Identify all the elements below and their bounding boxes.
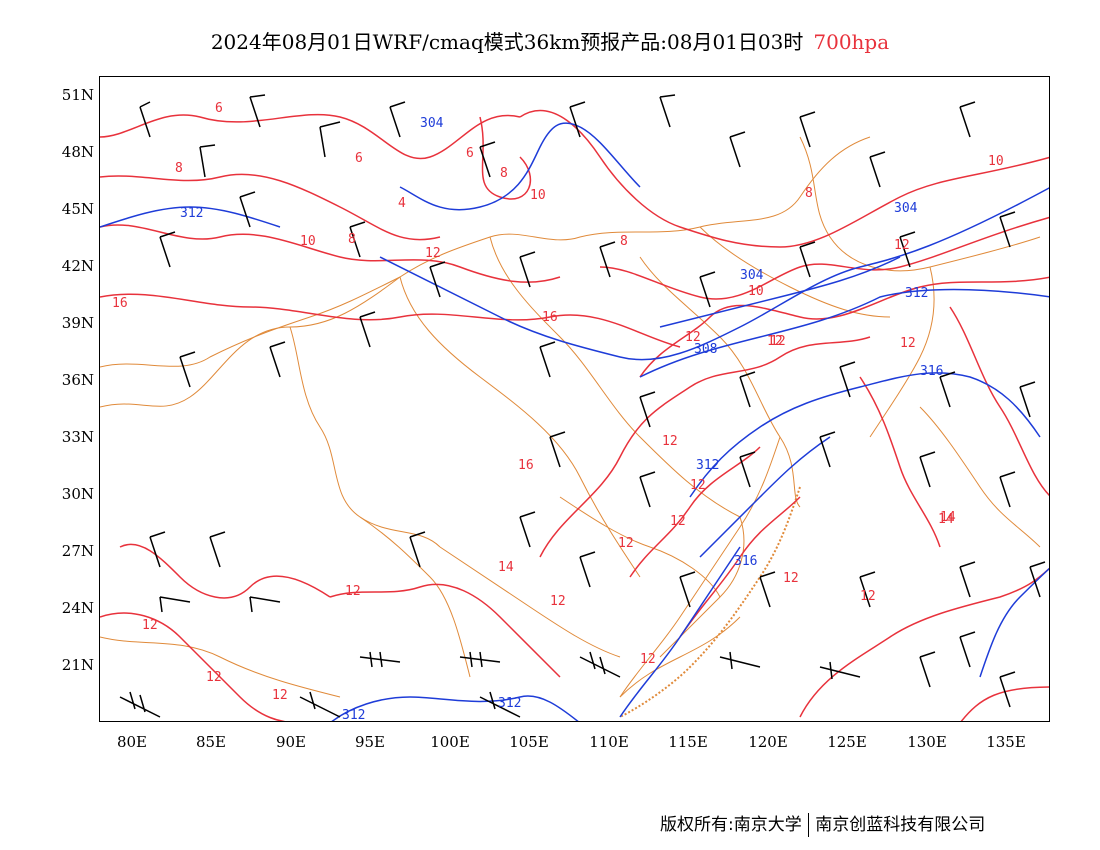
temperature-label: 16 (112, 296, 128, 311)
temperature-label: 8 (175, 161, 183, 176)
longitude-label: 80E (116, 733, 148, 751)
temperature-label: 12 (894, 238, 910, 253)
latitude-label: 48N (61, 143, 94, 161)
temperature-label: 12 (345, 584, 361, 599)
longitude-label: 105E (509, 733, 549, 751)
height-label: 312 (905, 286, 928, 301)
coastline (619, 486, 801, 718)
temperature-label: 12 (783, 571, 799, 586)
temperature-label: 12 (900, 336, 916, 351)
footer-divider (807, 813, 810, 837)
latitude-label: 36N (61, 371, 94, 389)
temperature-label: 10 (530, 188, 546, 203)
latitude-label: 30N (61, 485, 94, 503)
height-label: 312 (696, 458, 719, 473)
temperature-label: 12 (860, 589, 876, 604)
height-label: 312 (498, 696, 521, 711)
height-label: 304 (420, 116, 444, 131)
title-main: 2024年08月01日WRF/cmaq模式36km预报产品:08月01日03时 (210, 30, 804, 54)
temperature-label: 12 (767, 334, 783, 349)
latitude-label: 33N (61, 428, 94, 446)
wind-barbs (119, 94, 1046, 718)
latitude-label: 51N (61, 86, 94, 104)
height-label: 312 (342, 708, 365, 722)
longitude-label: 100E (430, 733, 470, 751)
temperature-label: 6 (215, 101, 223, 116)
longitude-label: 95E (354, 733, 386, 751)
copyright-owner: 版权所有:南京大学 (660, 815, 802, 835)
longitude-label: 135E (986, 733, 1026, 751)
latitude-label: 39N (61, 314, 94, 332)
temperature-label: 12 (425, 246, 441, 261)
longitude-label: 130E (907, 733, 947, 751)
latitude-label: 24N (61, 599, 94, 617)
temperature-label: 10 (988, 154, 1004, 169)
temperature-label: 12 (618, 536, 634, 551)
height-label: 316 (734, 554, 757, 569)
height-label: 308 (694, 342, 717, 357)
temperature-label: 14 (938, 512, 954, 527)
temperature-labels: 8 8 6 6 8 4 6 10 8 8 10 12 10 12 16 16 1… (112, 101, 1004, 703)
latitude-label: 45N (61, 200, 94, 218)
temperature-label: 14 (498, 560, 514, 575)
longitude-label: 120E (748, 733, 788, 751)
weather-map-svg: 8 8 6 6 8 4 6 10 8 8 10 12 10 12 16 16 1… (100, 94, 1049, 722)
temperature-label: 12 (550, 594, 566, 609)
temperature-label: 12 (206, 670, 222, 685)
temperature-label: 10 (300, 234, 316, 249)
latitude-label: 27N (61, 542, 94, 560)
copyright-footer: 版权所有:南京大学 南京创蓝科技有限公司 (660, 810, 985, 837)
temperature-label: 4 (398, 196, 406, 211)
longitude-label: 110E (589, 733, 629, 751)
height-label: 316 (920, 364, 943, 379)
temperature-label: 12 (640, 652, 656, 667)
height-labels: 304 312 304 304 312 308 316 312 316 312 … (180, 116, 943, 722)
longitude-label: 125E (827, 733, 867, 751)
longitude-label: 85E (195, 733, 227, 751)
temperature-label: 16 (542, 310, 558, 325)
temperature-label: 12 (685, 330, 701, 345)
title-level: 700hpa (813, 30, 890, 54)
latitude-label: 21N (61, 656, 94, 674)
temperature-label: 12 (662, 434, 678, 449)
longitude-label: 115E (668, 733, 708, 751)
temperature-label: 8 (500, 166, 508, 181)
temperature-label: 16 (518, 458, 534, 473)
temperature-label: 8 (805, 186, 813, 201)
temperature-label: 6 (355, 151, 363, 166)
borders (100, 136, 1041, 698)
temperature-label: 8 (620, 234, 628, 249)
temperature-label: 12 (272, 688, 288, 703)
temperature-label: 6 (466, 146, 474, 161)
longitude-label: 90E (275, 733, 307, 751)
temperature-label: 12 (770, 334, 786, 349)
temperature-label: 12 (670, 514, 686, 529)
height-label: 304 (740, 268, 764, 283)
temperature-label: 12 (142, 618, 158, 633)
latitude-label: 42N (61, 257, 94, 275)
temperature-label: 8 (348, 232, 356, 247)
weather-map: 8 8 6 6 8 4 6 10 8 8 10 12 10 12 16 16 1… (99, 76, 1050, 722)
temperature-contours (100, 109, 1049, 721)
height-label: 304 (894, 201, 918, 216)
temperature-label: 14 (940, 510, 956, 525)
height-contours (100, 122, 1049, 721)
temperature-label: 10 (748, 284, 764, 299)
height-label: 312 (180, 206, 203, 221)
map-title: 2024年08月01日WRF/cmaq模式36km预报产品:08月01日03时 7… (0, 26, 1100, 55)
copyright-company: 南京创蓝科技有限公司 (815, 815, 986, 835)
temperature-label: 12 (690, 478, 706, 493)
